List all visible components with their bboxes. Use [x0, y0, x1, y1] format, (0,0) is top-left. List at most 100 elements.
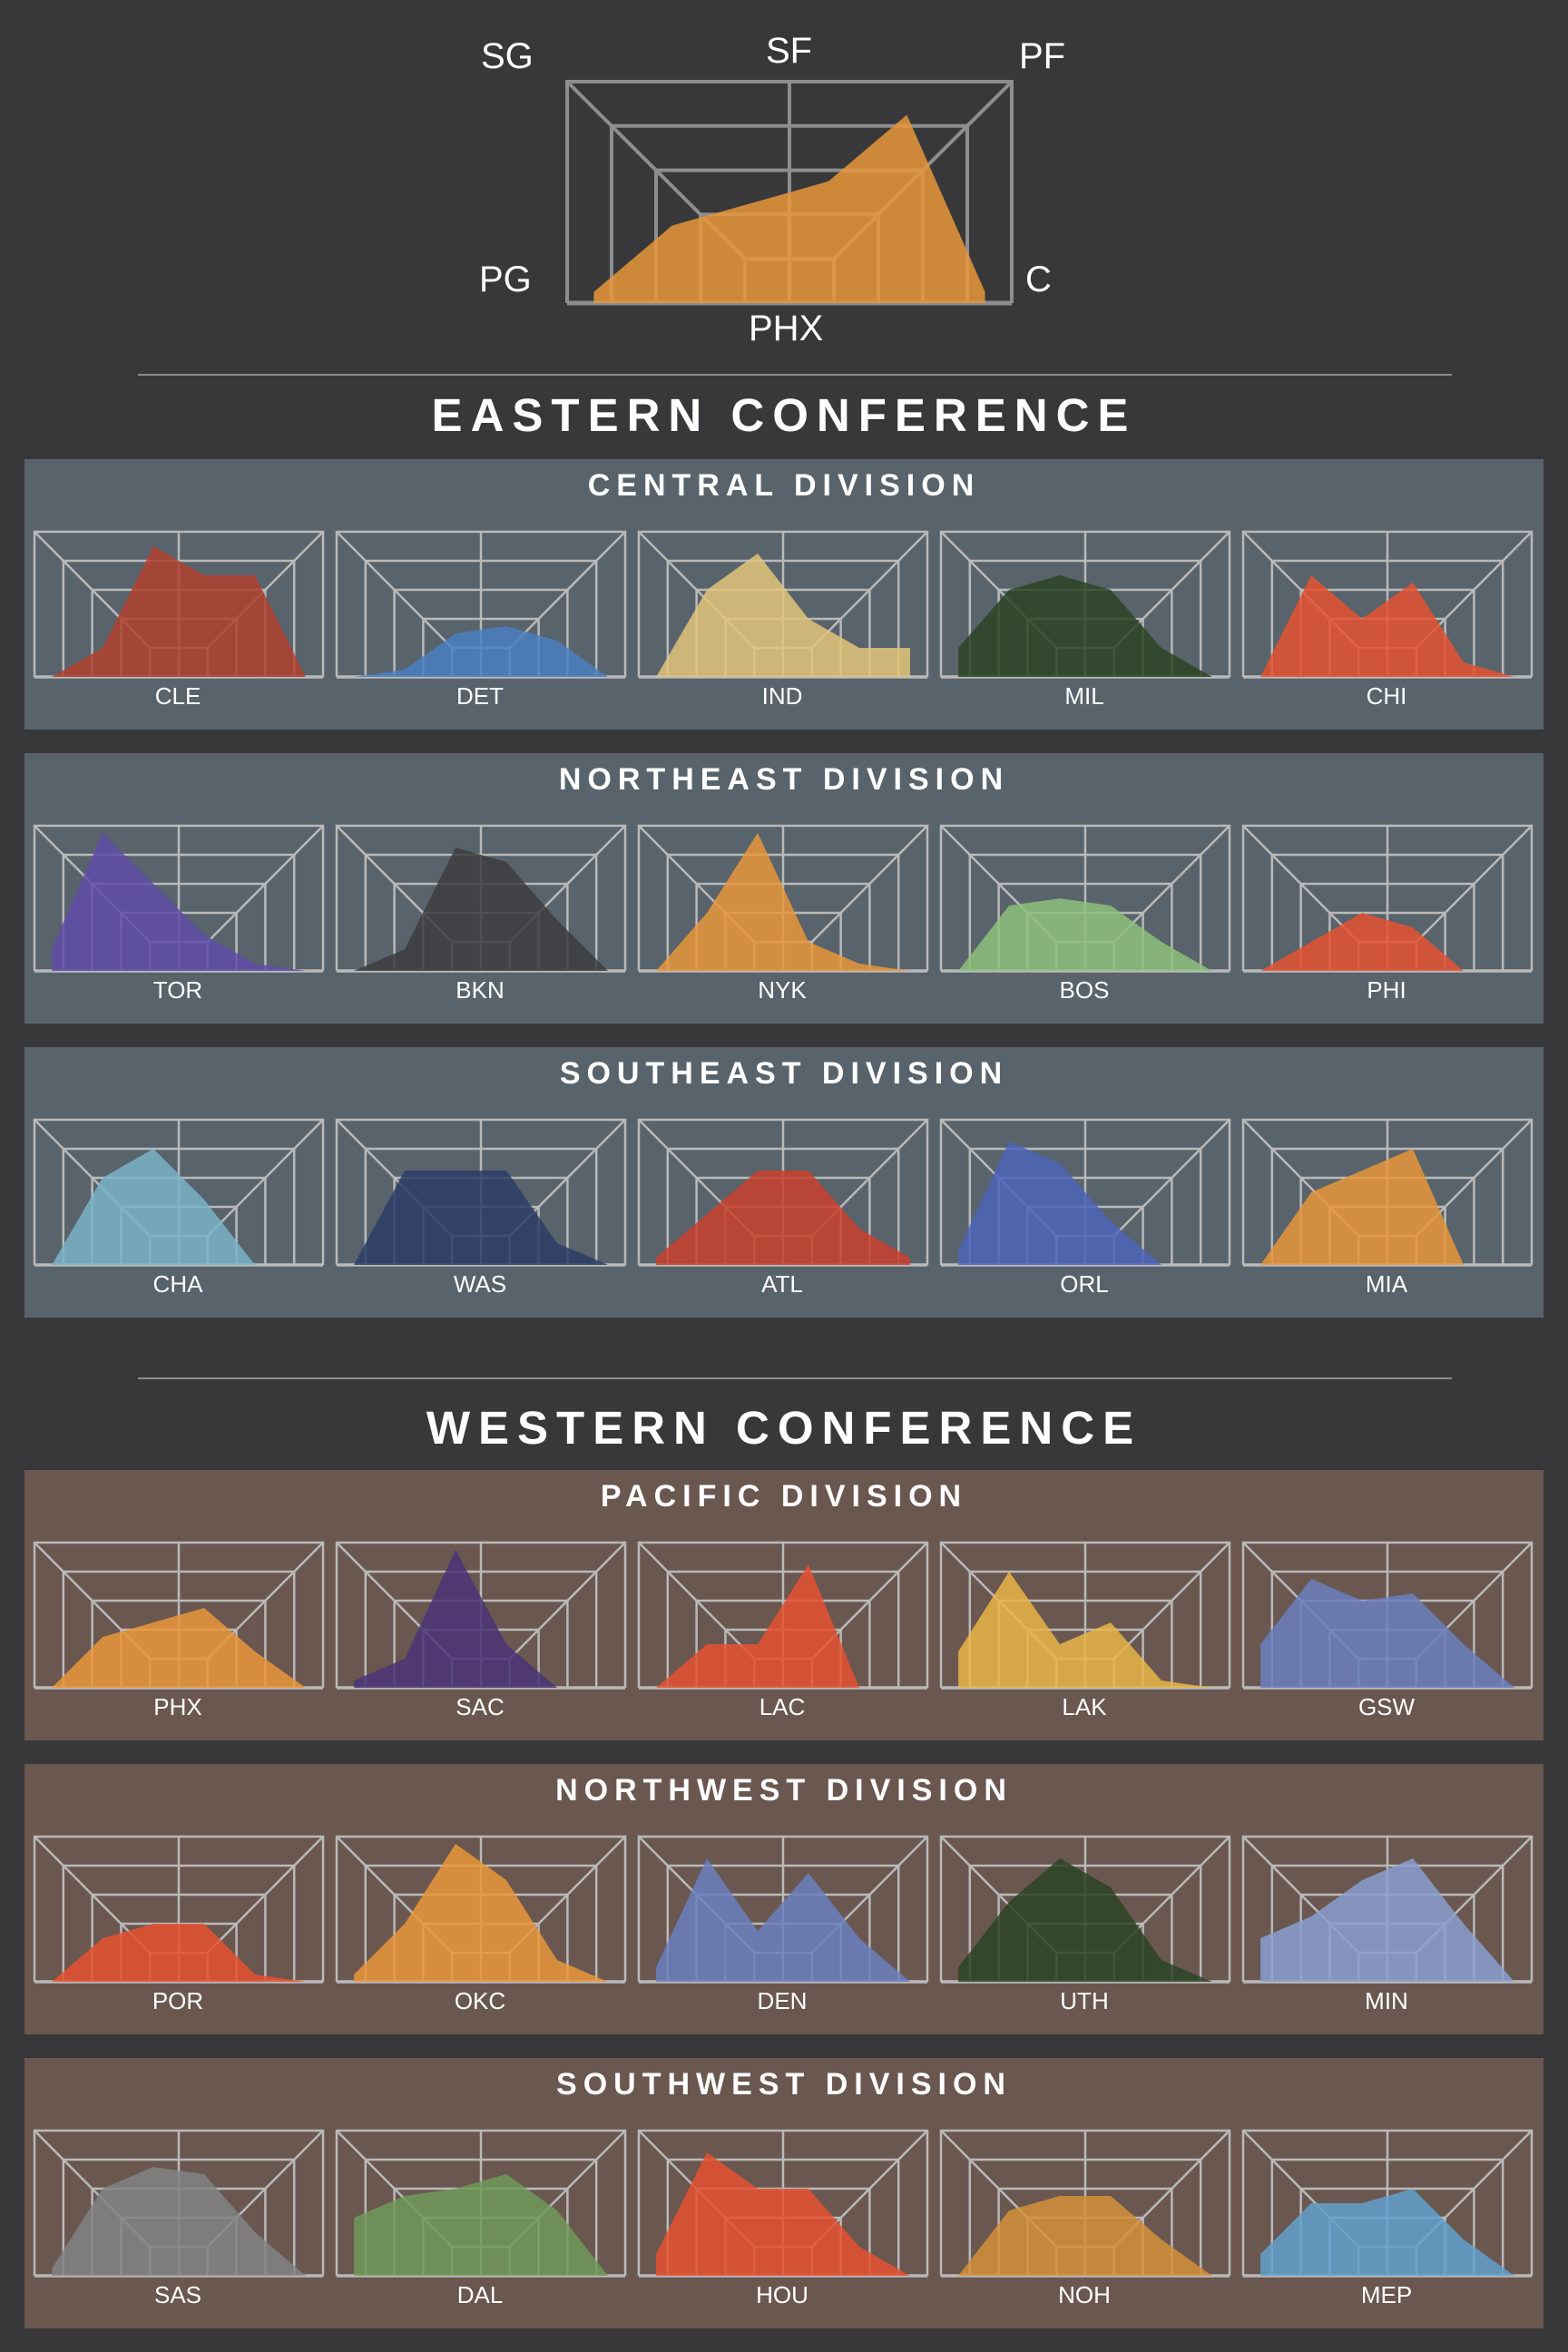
team-lac-axis-sg: [638, 1542, 756, 1660]
division-title: NORTHWEST DIVISION: [555, 1773, 1013, 1808]
division-panel-central: CENTRAL DIVISION CLE DET IND MIL CHI: [24, 459, 1544, 730]
team-cha-axis-pf: [206, 1119, 324, 1237]
team-radar-bkn: [335, 824, 627, 973]
team-label: MIA: [1365, 1270, 1408, 1298]
team-radar-phx: [33, 1541, 325, 1690]
team-lak-area: [958, 1572, 1212, 1688]
team-chart-was: WAS: [332, 1112, 628, 1303]
team-label: LAC: [759, 1693, 806, 1720]
team-radar-det: [335, 530, 627, 679]
team-sas-area: [52, 2167, 306, 2276]
team-phi-axis-sg: [1242, 825, 1360, 943]
team-chart-sac: SAC: [332, 1535, 628, 1726]
team-radar-den: [637, 1835, 929, 1984]
division-panel-northwest: NORTHWEST DIVISION POR OKC DEN UTH MIN: [24, 1764, 1544, 2034]
team-chart-ind: IND: [634, 524, 930, 715]
team-label: ORL: [1060, 1270, 1109, 1298]
legend-chart: SG SF PF PG C PHX: [479, 27, 1098, 348]
team-label: MIN: [1365, 1987, 1408, 2014]
team-cha-area: [52, 1149, 306, 1265]
team-chart-mia: MIA: [1239, 1112, 1534, 1303]
team-tor-area: [52, 833, 306, 971]
team-label: GSW: [1357, 1693, 1416, 1720]
team-label: LAK: [1062, 1693, 1107, 1720]
team-chart-cle: CLE: [30, 524, 326, 715]
team-okc-area: [354, 1844, 608, 1982]
legend-team: PHX: [749, 309, 824, 348]
team-chart-atl: ATL: [634, 1112, 930, 1303]
team-chart-noh: NOH: [936, 2123, 1232, 2314]
team-nyk-area: [656, 833, 910, 971]
team-chart-min: MIN: [1239, 1829, 1534, 2020]
team-label: CHI: [1366, 682, 1407, 710]
divider-west: [138, 1377, 1452, 1379]
team-label: MEP: [1360, 2281, 1413, 2308]
team-label: MIL: [1064, 682, 1104, 710]
team-radar-por: [33, 1835, 325, 1984]
team-det-axis-sg: [336, 531, 454, 649]
team-radar-lac: [637, 1541, 929, 1690]
team-uth-area: [958, 1858, 1212, 1982]
team-cle-area: [52, 546, 306, 677]
team-label: NOH: [1058, 2281, 1111, 2308]
team-radar-mep: [1241, 2129, 1534, 2278]
team-label: CHA: [152, 1270, 203, 1298]
team-chart-nyk: NYK: [634, 818, 930, 1009]
division-panel-southeast: SOUTHEAST DIVISION CHA WAS ATL ORL MIA: [24, 1047, 1544, 1318]
team-dal-area: [354, 2174, 608, 2276]
team-label: WAS: [453, 1270, 507, 1298]
team-orl-axis-pf: [1112, 1119, 1230, 1237]
team-mil-area: [958, 575, 1212, 677]
team-chart-den: DEN: [634, 1829, 930, 2020]
team-chart-orl: ORL: [936, 1112, 1232, 1303]
team-radar-sac: [335, 1541, 627, 1690]
team-label: BOS: [1059, 976, 1110, 1004]
team-label: TOR: [152, 976, 203, 1004]
team-radar-mil: [939, 530, 1231, 679]
team-nyk-axis-pf: [810, 825, 928, 943]
team-label: DET: [456, 682, 504, 710]
team-orl-area: [958, 1142, 1212, 1265]
team-was-area: [354, 1171, 608, 1265]
team-sac-area: [354, 1550, 608, 1688]
team-chart-okc: OKC: [332, 1829, 628, 2020]
team-lak-axis-pf: [1112, 1542, 1230, 1660]
division-title: SOUTHWEST DIVISION: [556, 2067, 1012, 2102]
conference-title-east: EASTERN CONFERENCE: [431, 389, 1137, 441]
team-phx-area: [52, 1608, 306, 1688]
division-panel-southwest: SOUTHWEST DIVISION SAS DAL HOU NOH MEP: [24, 2058, 1544, 2328]
team-radar-tor: [33, 824, 325, 973]
legend-axis-pf: PF: [1019, 36, 1066, 76]
team-chart-lak: LAK: [936, 1535, 1232, 1726]
team-label: ATL: [761, 1270, 803, 1298]
division-title: SOUTHEAST DIVISION: [559, 1056, 1009, 1091]
team-chart-tor: TOR: [30, 818, 326, 1009]
division-title: NORTHEAST DIVISION: [558, 762, 1010, 797]
team-label: SAS: [153, 2281, 202, 2308]
team-radar-bos: [939, 824, 1231, 973]
team-label: SAC: [456, 1693, 505, 1720]
team-radar-hou: [637, 2129, 929, 2278]
team-radar-was: [335, 1118, 627, 1267]
team-label: NYK: [758, 976, 807, 1004]
team-label: BKN: [456, 976, 505, 1004]
team-label: OKC: [454, 1987, 506, 2014]
division-title: PACIFIC DIVISION: [600, 1479, 968, 1514]
team-por-axis-pf: [206, 1836, 324, 1954]
legend-radar: [565, 80, 1014, 306]
team-por-area: [52, 1924, 306, 1982]
team-phi-axis-pf: [1415, 825, 1533, 943]
team-radar-okc: [335, 1835, 627, 1984]
team-sac-axis-pf: [508, 1542, 626, 1660]
team-mep-area: [1260, 2189, 1514, 2276]
team-chart-phx: PHX: [30, 1535, 326, 1726]
team-hou-area: [656, 2152, 910, 2276]
team-chart-det: DET: [332, 524, 628, 715]
conference-title-west: WESTERN CONFERENCE: [426, 1402, 1142, 1454]
team-radar-atl: [637, 1118, 929, 1267]
team-label: IND: [761, 682, 803, 710]
legend-axis-sf: SF: [766, 31, 813, 71]
team-chart-lac: LAC: [634, 1535, 930, 1726]
team-chart-chi: CHI: [1239, 524, 1534, 715]
team-bkn-area: [354, 848, 608, 971]
